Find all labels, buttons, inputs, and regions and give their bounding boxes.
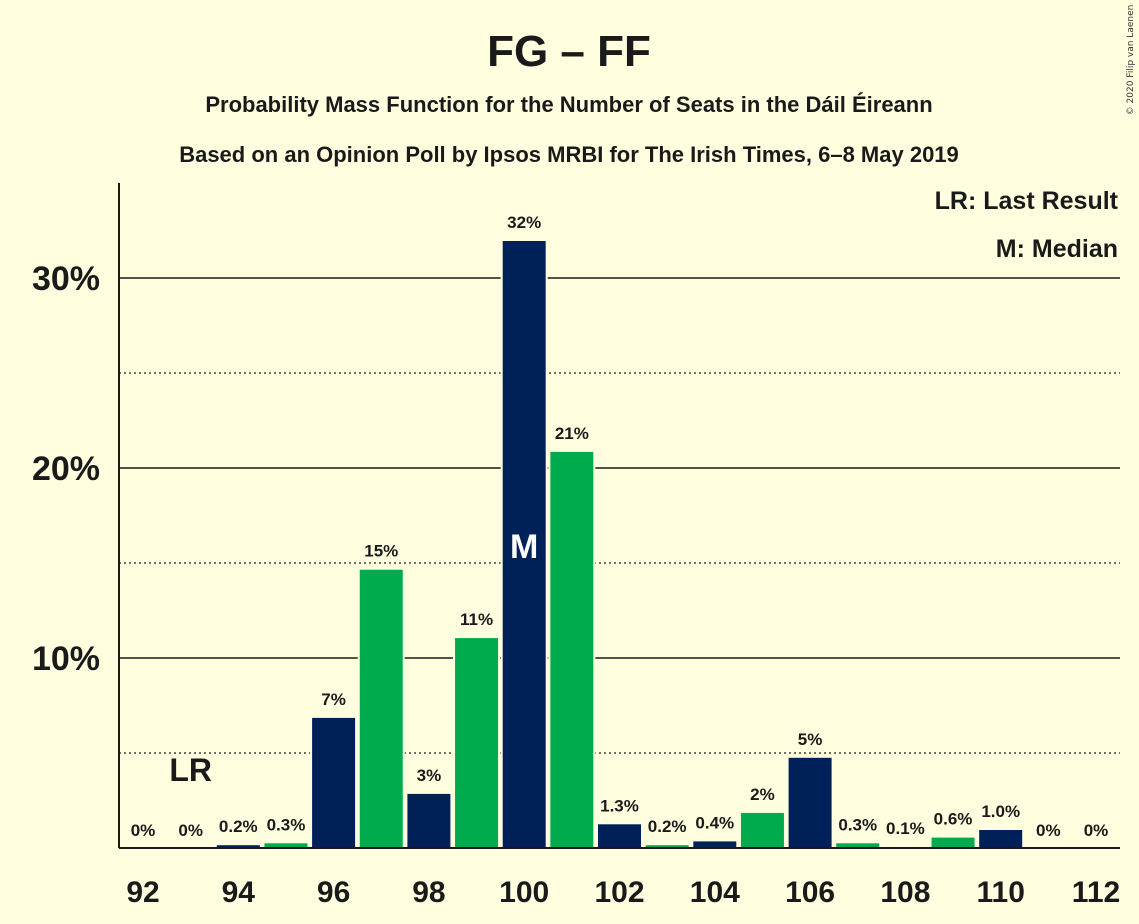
bar-98 — [405, 791, 453, 850]
x-tick-label-104: 104 — [690, 876, 740, 909]
data-label-95: 0.3% — [267, 815, 306, 834]
x-tick-label-108: 108 — [880, 876, 930, 909]
data-label-97: 15% — [364, 542, 398, 561]
data-labels: 0% 0% 0.2% 0.3% 7% 15% 3% 11% 32% 21% 1.3% 0.2% 0.4%… — [131, 213, 1109, 840]
gridlines — [119, 277, 1120, 754]
bar-105 — [738, 810, 786, 850]
data-label-111: 0% — [1036, 821, 1061, 840]
data-label-108: 0.1% — [886, 819, 925, 838]
data-label-104: 0.4% — [695, 813, 734, 832]
data-label-101: 21% — [555, 424, 589, 443]
chart-subtitle-line-1: Probability Mass Function for the Number… — [205, 92, 932, 117]
x-tick-label-102: 102 — [594, 876, 644, 909]
bar-106 — [786, 755, 834, 849]
data-label-105: 2% — [750, 785, 775, 804]
y-tick-labels: 10% 20% 30% — [32, 260, 100, 678]
legend-median: M: Median — [996, 235, 1118, 263]
data-label-92: 0% — [131, 821, 156, 840]
data-label-107: 0.3% — [838, 815, 877, 834]
bar-99 — [453, 636, 501, 849]
x-tick-label-110: 110 — [976, 876, 1024, 909]
bar-101 — [548, 449, 596, 849]
x-tick-label-106: 106 — [785, 876, 835, 909]
x-tick-label-100: 100 — [499, 876, 549, 909]
bar-102 — [596, 822, 643, 849]
x-tick-label-112: 112 — [1072, 876, 1120, 909]
bar-100 — [500, 239, 548, 849]
bars — [214, 239, 1025, 850]
data-label-98: 3% — [417, 766, 442, 785]
chart-subtitle-line-2: Based on an Opinion Poll by Ipsos MRBI f… — [179, 142, 959, 167]
y-tick-label-10: 10% — [32, 640, 100, 678]
data-label-94: 0.2% — [219, 817, 258, 836]
bar-110 — [977, 828, 1025, 849]
data-label-96: 7% — [321, 690, 346, 709]
bar-96 — [310, 715, 358, 850]
last-result-marker: LR — [169, 752, 212, 788]
data-label-103: 0.2% — [648, 817, 687, 836]
data-label-93: 0% — [178, 821, 203, 840]
y-tick-label-20: 20% — [32, 450, 100, 488]
data-label-112: 0% — [1084, 821, 1109, 840]
markers: M LR — [169, 528, 538, 788]
data-label-100: 32% — [507, 213, 541, 232]
data-label-106: 5% — [798, 730, 823, 749]
bar-104 — [691, 839, 739, 850]
data-label-110: 1.0% — [981, 802, 1020, 821]
bar-97 — [357, 567, 405, 849]
y-tick-label-30: 30% — [32, 260, 100, 298]
data-label-109: 0.6% — [934, 810, 973, 829]
copyright-credit: © 2020 Filip van Laenen — [1126, 5, 1136, 116]
bar-109 — [929, 835, 977, 849]
data-label-99: 11% — [460, 610, 493, 629]
legend-last-result: LR: Last Result — [935, 187, 1119, 215]
median-marker: M — [510, 528, 538, 566]
x-tick-labels: 92 94 96 98 100 102 104 106 108 110 112 — [126, 876, 1120, 909]
x-tick-label-94: 94 — [222, 876, 256, 909]
x-tick-label-96: 96 — [317, 876, 350, 909]
x-tick-label-98: 98 — [412, 876, 445, 909]
data-label-102: 1.3% — [600, 796, 639, 815]
x-tick-label-92: 92 — [126, 876, 159, 909]
chart-title: FG – FF — [487, 27, 651, 76]
